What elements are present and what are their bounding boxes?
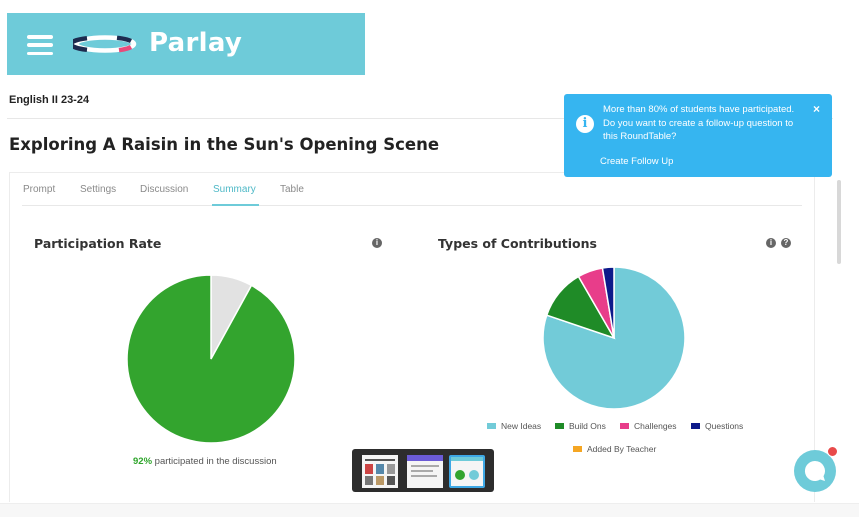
chat-icon	[804, 460, 825, 481]
notification-badge	[827, 446, 838, 457]
contributions-pie-chart	[543, 267, 685, 409]
thumbnail-image[interactable]	[407, 455, 443, 488]
page-footer	[0, 503, 859, 517]
tab-summary[interactable]: Summary	[213, 184, 256, 195]
class-name[interactable]: English II 23-24	[9, 94, 90, 106]
participation-caption: 92% participated in the discussion	[133, 456, 277, 467]
screenshot-thumbnails	[352, 449, 494, 492]
thumbnail-preview	[451, 457, 483, 480]
tab-table[interactable]: Table	[280, 184, 304, 195]
thumbnail-preview	[407, 455, 443, 477]
legend-swatch	[487, 423, 496, 429]
thumbnail-image[interactable]	[362, 455, 398, 488]
legend-label: Build Ons	[569, 421, 606, 431]
legend-label: Added By Teacher	[587, 444, 657, 454]
legend-item-added-by-teacher: Added By Teacher	[573, 444, 656, 454]
parlay-roundtable-logo-icon	[73, 35, 137, 53]
brand-header: Parlay	[7, 13, 365, 75]
tab-settings[interactable]: Settings	[80, 184, 117, 195]
create-follow-up-button[interactable]: Create Follow Up	[600, 156, 674, 167]
hamburger-menu-icon[interactable]	[27, 35, 53, 55]
participation-percent: 92%	[133, 456, 153, 467]
legend-item-build-ons: Build Ons	[555, 421, 606, 431]
legend-label: Questions	[705, 421, 744, 431]
page-title: Exploring A Raisin in the Sun's Opening …	[9, 135, 440, 154]
follow-up-notification: i More than 80% of students have partici…	[564, 94, 832, 177]
legend-item-challenges: Challenges	[620, 421, 677, 431]
tab-discussion[interactable]: Discussion	[140, 184, 189, 195]
legend-label: New Ideas	[501, 421, 542, 431]
close-icon[interactable]: ×	[812, 102, 820, 116]
pie-slice-participated	[127, 275, 295, 443]
pie-slice-questions	[601, 267, 615, 339]
participation-caption-text: participated in the discussion	[154, 456, 277, 467]
legend-swatch	[573, 446, 582, 452]
legend-label: Challenges	[634, 421, 677, 431]
legend-swatch	[555, 423, 564, 429]
divider	[7, 118, 833, 119]
notification-message: More than 80% of students have participa…	[603, 104, 795, 142]
thumbnail-preview	[365, 459, 395, 485]
info-icon: i	[576, 115, 594, 133]
legend-swatch	[620, 423, 629, 429]
info-icon[interactable]: i	[372, 238, 382, 248]
legend-item-questions: Questions	[691, 421, 743, 431]
contributions-title: Types of Contributions	[438, 236, 597, 251]
brand-name[interactable]: Parlay	[149, 28, 243, 58]
info-icon[interactable]: i	[766, 238, 776, 248]
tab-prompt[interactable]: Prompt	[23, 184, 56, 195]
participation-title: Participation Rate	[34, 236, 162, 251]
thumbnail-image[interactable]	[449, 455, 485, 488]
scrollbar[interactable]	[837, 180, 841, 264]
help-icon[interactable]: ?	[781, 238, 791, 248]
legend-item-new-ideas: New Ideas	[487, 421, 541, 431]
tab-bar: Prompt Settings Discussion Summary Table	[22, 184, 802, 206]
legend-swatch	[691, 423, 700, 429]
active-tab-indicator	[212, 204, 259, 206]
participation-pie-chart	[127, 275, 295, 443]
chat-launcher-button[interactable]	[794, 450, 836, 492]
